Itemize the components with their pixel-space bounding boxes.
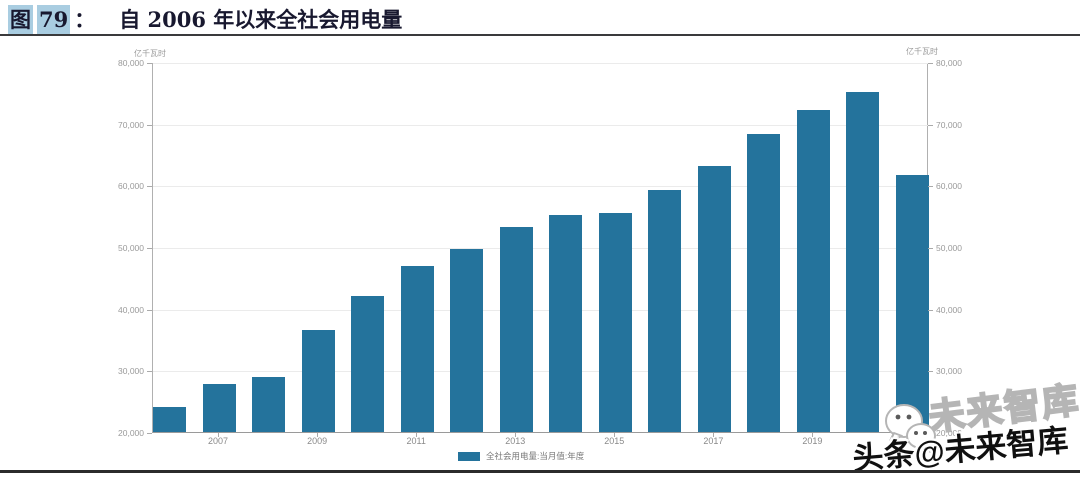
y-axis-label-right: 50,000	[936, 243, 962, 253]
y-axis-label-left: 30,000	[118, 366, 144, 377]
figure-separator: ：	[74, 7, 96, 32]
y-axis-label-right: 80,000	[936, 58, 962, 68]
bar-2019	[796, 110, 830, 432]
y-axis-label-right: 40,000	[936, 304, 962, 315]
y-axis-label-left: 80,000	[118, 58, 144, 68]
legend: 全社会用电量:当月值:年度	[458, 450, 584, 462]
x-axis-label-2009: 2009	[307, 436, 328, 446]
wechat-icon	[885, 404, 936, 454]
gridline-70000	[153, 124, 929, 126]
figure-title: 自 2006 年以来全社会用电量	[119, 7, 403, 32]
x-axis-label-2017: 2017	[703, 436, 724, 446]
x-tickmark-2013	[515, 433, 517, 437]
gridline-50000	[153, 248, 929, 249]
figure-header: 图 79： 自 2006 年以来全社会用电量	[8, 5, 402, 35]
plot-area	[152, 63, 929, 433]
x-axis-label-2015: 2015	[604, 436, 625, 446]
bar-2012	[450, 248, 484, 432]
bar-2006	[153, 407, 186, 432]
y-axis-label-left: 40,000	[118, 304, 144, 315]
y-axis-label-left: 50,000	[118, 243, 144, 253]
y-axis-label-left: 20,000	[118, 428, 144, 438]
gridline-40000	[153, 309, 929, 311]
y-axis-label-left: 60,000	[118, 181, 144, 192]
y-tickmark-right	[928, 371, 933, 373]
y-axis-label-left: 70,000	[118, 119, 144, 130]
legend-label: 全社会用电量:当月值:年度	[486, 451, 585, 461]
y-tickmark-left	[147, 309, 152, 311]
x-tickmark-2019	[812, 433, 814, 437]
x-tickmark-2011	[416, 433, 418, 437]
y-tickmark-left	[147, 371, 152, 373]
gridline-80000	[153, 63, 929, 64]
x-axis-label-2011: 2011	[406, 436, 426, 446]
right-axis-title: 亿千瓦时	[906, 47, 938, 56]
figure-word: 图	[8, 5, 33, 35]
y-tickmark-left	[147, 124, 152, 126]
y-tickmark-left	[147, 186, 152, 188]
x-axis-label-2013: 2013	[505, 436, 526, 446]
x-axis-label-2007: 2007	[208, 436, 229, 446]
y-axis-label-right: 60,000	[936, 181, 962, 192]
bar-2021	[896, 174, 929, 432]
x-axis-label-2019: 2019	[802, 436, 823, 446]
x-tickmark-2015	[614, 433, 616, 437]
y-tickmark-right	[928, 248, 933, 249]
figure-number: 79	[37, 5, 71, 35]
y-tickmark-right	[928, 63, 933, 64]
x-tickmark-2007	[218, 433, 220, 437]
x-tickmark-2017	[713, 433, 715, 437]
bar-2018	[747, 133, 781, 432]
legend-swatch	[458, 451, 480, 461]
y-tickmark-right	[928, 124, 933, 126]
y-tickmark-left	[147, 63, 152, 64]
bar-2010	[351, 296, 385, 432]
left-axis-title: 亿千瓦时	[134, 49, 166, 58]
y-axis-label-right: 30,000	[936, 366, 962, 377]
bar-2009	[301, 330, 335, 432]
gridline-30000	[153, 371, 929, 373]
x-tickmark-2009	[317, 433, 319, 437]
bar-2015	[598, 213, 632, 432]
y-axis-label-right: 70,000	[936, 119, 962, 130]
bar-2007	[202, 383, 236, 432]
y-tickmark-right	[928, 186, 933, 188]
bar-2017	[697, 166, 731, 432]
bar-2016	[648, 190, 682, 432]
gridline-60000	[153, 186, 929, 188]
bar-2008	[252, 376, 286, 432]
y-tickmark-left	[147, 433, 152, 434]
header-divider	[0, 34, 1080, 36]
y-axis-label-right: 20,000	[936, 428, 962, 438]
y-tickmark-right	[928, 309, 933, 311]
bar-2013	[499, 227, 533, 432]
bottom-divider	[0, 470, 1080, 473]
bar-2014	[549, 214, 583, 432]
bar-2011	[400, 265, 434, 432]
bar-2020	[846, 91, 880, 432]
y-tickmark-left	[147, 248, 152, 249]
